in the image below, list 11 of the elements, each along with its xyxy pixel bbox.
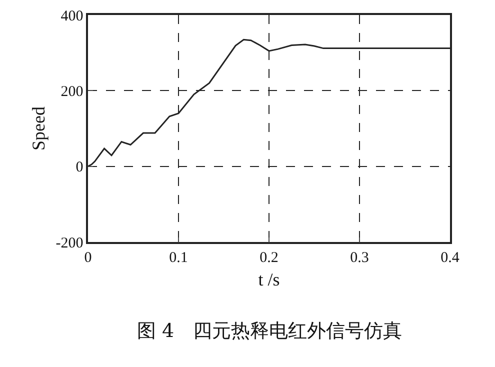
y-tick-label: 0 [76,160,84,176]
x-tick-label: 0.1 [169,250,188,266]
x-tick-label: 0.4 [440,250,460,266]
y-axis-title: Speed [28,106,48,150]
y-tick-label: 400 [60,8,84,24]
y-tick-label: -200 [56,235,84,252]
x-tick-label: 0.3 [350,250,369,266]
caption: 图 4 四元热释电红外信号仿真 [137,320,402,342]
x-tick-label: 0.2 [260,250,278,266]
y-tick-label: 200 [60,84,84,100]
x-axis-title: t /s [258,269,280,290]
